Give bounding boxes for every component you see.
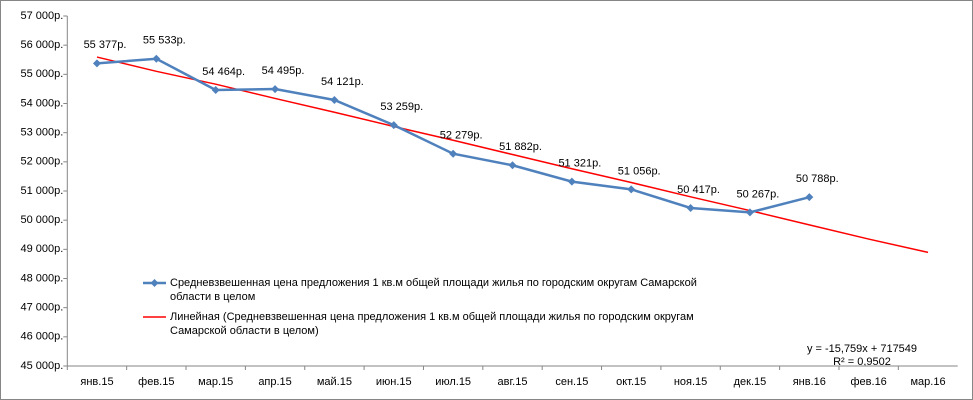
y-tick-label: 50 000р.: [20, 214, 63, 226]
marker: [805, 193, 814, 202]
y-tick-label: 55 000р.: [20, 68, 63, 80]
data-label: 51 056р.: [618, 165, 661, 177]
legend-label: Линейная (Средневзвешенная цена предложе…: [170, 311, 694, 337]
marker: [330, 95, 339, 104]
y-tick-label: 52 000р.: [20, 156, 63, 168]
x-tick-label: сен.15: [555, 376, 588, 388]
x-tick-label: ноя.15: [674, 376, 707, 388]
y-tick-label: 49 000р.: [20, 243, 63, 255]
data-label: 50 788р.: [796, 173, 839, 185]
data-label: 50 417р.: [677, 184, 720, 196]
x-tick-label: авг.15: [498, 376, 528, 388]
y-tick-label: 48 000р.: [20, 272, 63, 284]
y-tick-label: 45 000р.: [20, 360, 63, 372]
x-tick-label: фев.16: [851, 376, 887, 388]
data-label: 55 533р.: [143, 35, 186, 47]
x-tick-label: янв.16: [793, 376, 826, 388]
legend-marker: [150, 279, 159, 287]
data-label: 55 377р.: [84, 39, 127, 51]
data-label: 54 495р.: [262, 65, 305, 77]
trend-r2: R² = 0,9502: [833, 356, 891, 368]
marker: [271, 85, 280, 94]
x-tick-label: мар.15: [198, 376, 233, 388]
x-tick-label: июл.15: [435, 376, 471, 388]
y-tick-label: 54 000р.: [20, 97, 63, 109]
data-label: 50 267р.: [737, 188, 780, 200]
marker: [449, 149, 458, 158]
data-label: 51 321р.: [558, 158, 601, 170]
x-tick-label: окт.15: [616, 376, 646, 388]
marker: [627, 185, 636, 194]
marker: [508, 161, 517, 170]
x-tick-label: мар.16: [910, 376, 945, 388]
data-label: 52 279р.: [440, 130, 483, 142]
legend-label: Средневзвешенная цена предложения 1 кв.м…: [170, 277, 697, 303]
x-tick-label: фев.15: [138, 376, 174, 388]
legend-entry: Средневзвешенная цена предложения 1 кв.м…: [170, 277, 697, 303]
data-label: 54 121р.: [321, 76, 364, 88]
marker: [92, 59, 101, 68]
marker: [152, 54, 161, 63]
x-tick-label: май.15: [317, 376, 352, 388]
data-label: 53 259р.: [380, 101, 423, 113]
marker: [389, 121, 398, 130]
marker: [686, 204, 695, 213]
data-label: 54 464р.: [202, 66, 245, 78]
y-tick-label: 47 000р.: [20, 302, 63, 314]
y-tick-label: 46 000р.: [20, 331, 63, 343]
x-tick-label: дек.15: [734, 376, 767, 388]
marker: [567, 177, 576, 186]
x-tick-label: апр.15: [258, 376, 291, 388]
marker: [745, 208, 754, 217]
x-tick-label: июн.15: [376, 376, 412, 388]
y-tick-label: 57 000р.: [20, 10, 63, 22]
y-tick-label: 56 000р.: [20, 39, 63, 51]
marker: [211, 85, 220, 94]
x-tick-label: янв.15: [80, 376, 113, 388]
data-label: 51 882р.: [499, 141, 542, 153]
legend-entry: Линейная (Средневзвешенная цена предложе…: [170, 311, 694, 337]
y-tick-label: 53 000р.: [20, 127, 63, 139]
y-tick-label: 51 000р.: [20, 185, 63, 197]
trend-equation: y = -15,759x + 717549: [807, 343, 917, 355]
